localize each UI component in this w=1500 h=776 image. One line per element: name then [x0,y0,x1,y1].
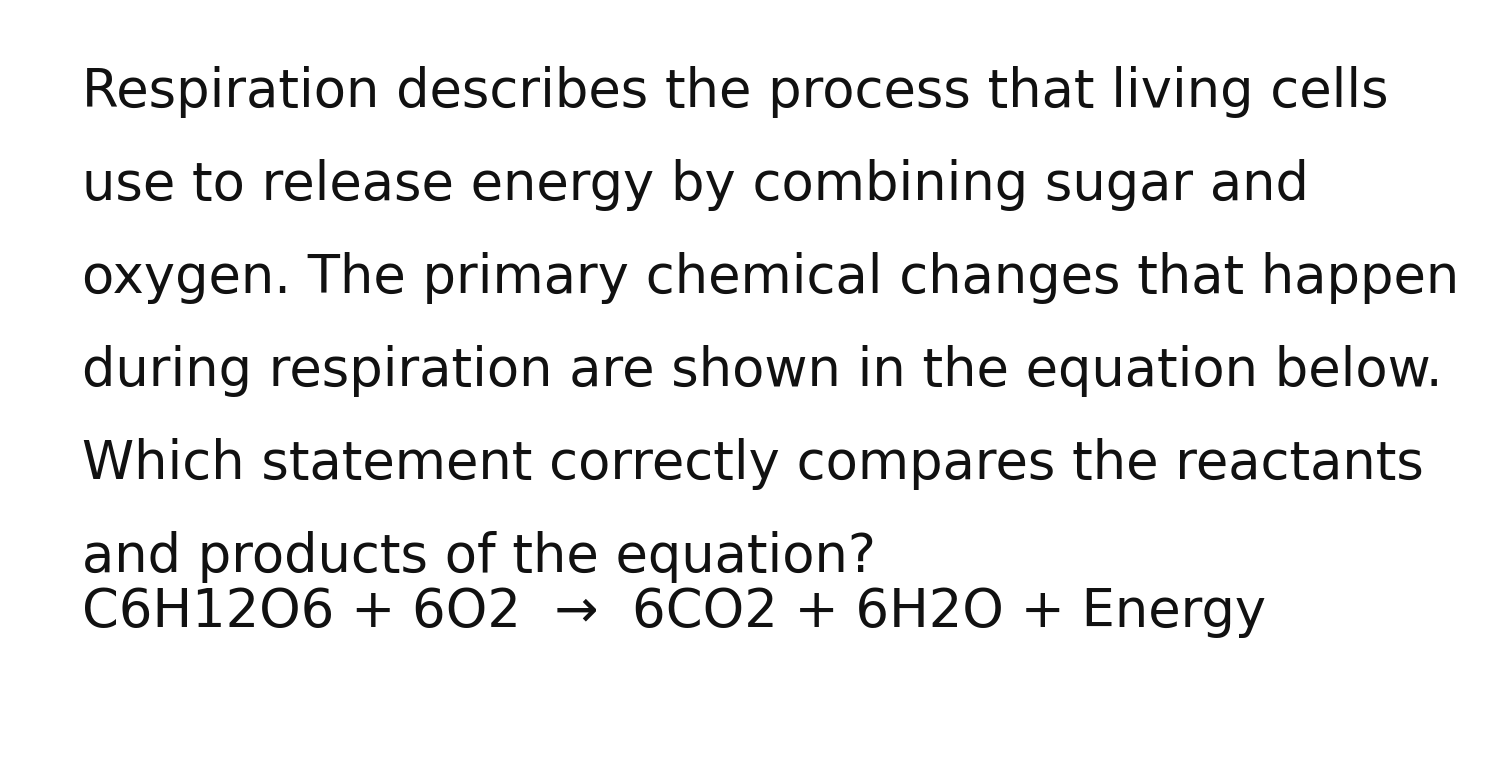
Text: Respiration describes the process that living cells: Respiration describes the process that l… [82,66,1389,118]
Text: during respiration are shown in the equation below.: during respiration are shown in the equa… [82,345,1443,397]
Text: oxygen. The primary chemical changes that happen: oxygen. The primary chemical changes tha… [82,252,1460,304]
Text: and products of the equation?: and products of the equation? [82,531,876,583]
Text: use to release energy by combining sugar and: use to release energy by combining sugar… [82,159,1310,211]
Text: Which statement correctly compares the reactants: Which statement correctly compares the r… [82,438,1423,490]
Text: C6H12O6 + 6O2  →  6CO2 + 6H2O + Energy: C6H12O6 + 6O2 → 6CO2 + 6H2O + Energy [82,586,1266,638]
